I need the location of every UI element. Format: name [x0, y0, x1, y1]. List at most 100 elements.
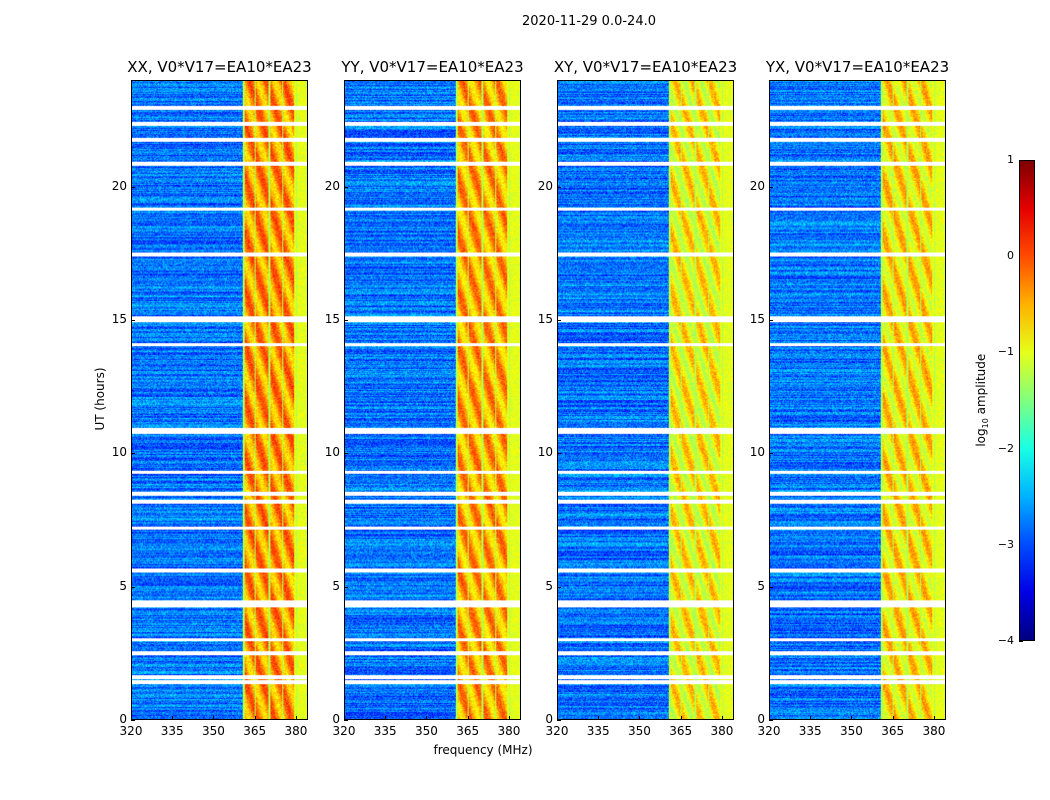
x-tick-label: 380 [710, 724, 734, 738]
colorbar-tick-label: 0 [1007, 249, 1014, 263]
y-tick-label: 10 [324, 445, 340, 460]
x-tick-label: 320 [332, 724, 356, 738]
colorbar-tick-label: −2 [997, 441, 1014, 455]
x-tick-mark [598, 716, 600, 720]
waterfall-image [558, 81, 733, 719]
x-tick-mark [933, 716, 935, 720]
y-tick-mark [131, 320, 135, 321]
colorbar-label: log10 amplitude [973, 353, 991, 447]
colorbar-tick-label: −4 [997, 634, 1014, 647]
x-tick-label: 350 [202, 724, 225, 738]
heatmap-panel-3 [769, 80, 946, 720]
x-tick-mark [295, 716, 297, 720]
figure-title: 2020-11-29 0.0-24.0 [522, 14, 656, 29]
x-tick-mark [172, 716, 174, 720]
y-tick-label: 15 [111, 312, 127, 326]
y-tick-label: 5 [545, 578, 553, 593]
x-tick-mark [344, 716, 345, 720]
y-tick-label: 15 [749, 312, 765, 326]
x-tick-label: 350 [415, 724, 438, 738]
y-tick-label: 20 [749, 178, 765, 193]
x-tick-label: 365 [669, 724, 693, 738]
x-tick-label: 335 [160, 724, 184, 738]
x-tick-mark [131, 716, 132, 720]
x-tick-mark [721, 716, 723, 720]
x-tick-label: 335 [798, 724, 822, 738]
y-axis-label: UT (hours) [93, 367, 107, 431]
panel-title: XX, V0*V17=EA10*EA23 [127, 58, 312, 76]
y-tick-mark [769, 186, 773, 188]
x-tick-label: 380 [922, 724, 946, 738]
y-tick-label: 5 [332, 578, 340, 593]
y-tick-label: 0 [757, 712, 765, 726]
y-tick-label: 5 [757, 578, 765, 593]
x-tick-label: 365 [456, 724, 480, 738]
heatmap-panel-0 [131, 80, 308, 720]
heatmap-panel-2 [557, 80, 734, 720]
y-tick-mark [769, 453, 773, 455]
y-tick-label: 10 [749, 445, 765, 460]
y-tick-mark [344, 720, 348, 721]
y-tick-label: 5 [119, 578, 127, 593]
x-tick-mark [508, 716, 510, 720]
panel-title: XY, V0*V17=EA10*EA23 [553, 58, 738, 76]
x-tick-label: 380 [497, 724, 521, 738]
colorbar-tick-mark [1019, 641, 1023, 642]
y-tick-mark [344, 453, 348, 455]
y-tick-label: 0 [545, 712, 553, 726]
x-tick-mark [557, 716, 558, 720]
y-tick-mark [344, 586, 348, 588]
x-tick-label: 350 [628, 724, 651, 738]
x-tick-mark [769, 716, 770, 720]
x-axis-label: frequency (MHz) [433, 743, 533, 757]
y-tick-mark [131, 586, 135, 588]
y-tick-label: 20 [111, 178, 127, 193]
x-tick-label: 335 [373, 724, 397, 738]
x-tick-label: 320 [757, 724, 781, 738]
y-tick-label: 0 [119, 712, 127, 726]
y-tick-mark [557, 320, 561, 321]
y-tick-label: 20 [537, 178, 553, 193]
x-tick-label: 365 [881, 724, 905, 738]
x-tick-label: 320 [119, 724, 143, 738]
y-tick-mark [131, 720, 135, 721]
waterfall-image [770, 81, 945, 719]
heatmap-panel-1 [344, 80, 521, 720]
y-tick-mark [344, 320, 348, 321]
waterfall-image [132, 81, 307, 719]
x-tick-mark [851, 716, 853, 720]
y-tick-mark [557, 453, 561, 455]
x-tick-mark [426, 716, 428, 720]
panel-title: YY, V0*V17=EA10*EA23 [341, 58, 524, 76]
panel-title: YX, V0*V17=EA10*EA23 [765, 58, 950, 76]
x-tick-mark [467, 716, 469, 720]
y-tick-label: 15 [324, 312, 340, 326]
x-tick-label: 320 [545, 724, 569, 738]
colorbar-tick-label: −1 [997, 345, 1014, 359]
colorbar-tick-label: −3 [997, 537, 1014, 551]
y-tick-mark [557, 720, 561, 721]
y-tick-label: 0 [332, 712, 340, 726]
waterfall-image [345, 81, 520, 719]
x-tick-mark [254, 716, 256, 720]
y-tick-mark [131, 453, 135, 455]
y-tick-mark [131, 186, 135, 188]
x-tick-label: 380 [284, 724, 308, 738]
y-tick-mark [557, 186, 561, 188]
x-tick-label: 365 [243, 724, 267, 738]
y-tick-mark [769, 320, 773, 321]
x-tick-mark [385, 716, 387, 720]
x-tick-label: 350 [840, 724, 863, 738]
y-tick-mark [557, 586, 561, 588]
y-tick-mark [769, 720, 773, 721]
y-tick-label: 10 [537, 445, 553, 460]
x-tick-mark [680, 716, 682, 720]
y-tick-mark [769, 586, 773, 588]
x-tick-mark [892, 716, 894, 720]
colorbar-tick-label: 1 [1007, 153, 1014, 166]
x-tick-mark [213, 716, 215, 720]
x-tick-mark [810, 716, 812, 720]
colorbar [1019, 160, 1035, 641]
x-tick-label: 335 [586, 724, 610, 738]
y-tick-label: 10 [111, 445, 127, 460]
